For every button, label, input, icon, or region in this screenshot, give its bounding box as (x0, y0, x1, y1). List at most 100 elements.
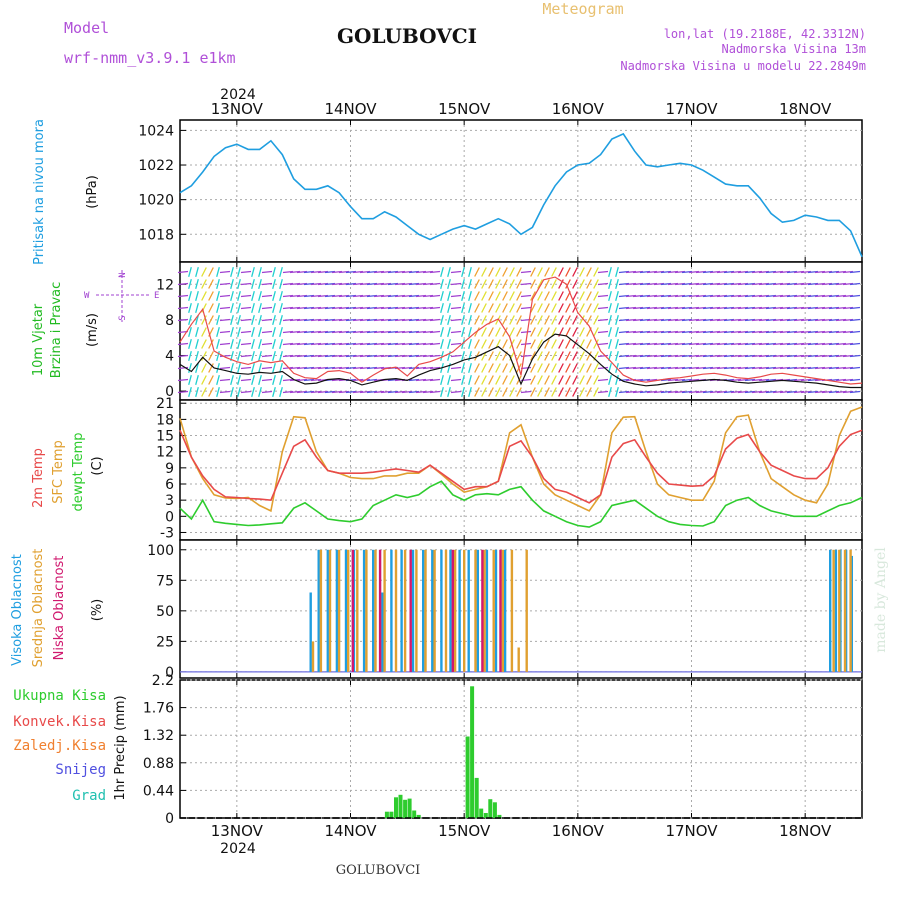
wind-barb (258, 315, 262, 325)
wind-barb (289, 270, 301, 274)
wind-barb (639, 294, 651, 298)
wind-barb (730, 342, 742, 346)
lonlat: lon,lat (19.2188E, 42.3312N) (664, 27, 866, 41)
wind-barb (786, 390, 798, 394)
wind-barb (282, 342, 294, 346)
wind-barb (310, 282, 322, 286)
wind-barb (429, 378, 441, 382)
wind-barb (615, 315, 619, 325)
wind-barb (702, 390, 714, 394)
wind-barb (394, 294, 406, 298)
wind-barb (495, 279, 501, 289)
wind-barb (279, 279, 283, 289)
wind-barb (625, 318, 637, 322)
wind-barb (551, 375, 557, 385)
wind-barb (201, 375, 207, 385)
wind-barb (758, 390, 770, 394)
wind-barb (646, 390, 658, 394)
wind-barb (401, 330, 413, 334)
wind-barb (474, 327, 480, 337)
wind-barb (380, 270, 392, 274)
wind-barb (842, 390, 854, 394)
wind-barb (674, 366, 686, 370)
wind-barb (282, 330, 294, 334)
wind-barb (282, 294, 294, 298)
wind-barb (237, 327, 241, 337)
wind-barb (842, 294, 854, 298)
wind-barb (429, 354, 441, 358)
wind-barb (272, 375, 276, 385)
wind-barb (772, 306, 784, 310)
wind-barb (758, 366, 770, 370)
wind-barb (495, 315, 501, 325)
wind-barb (737, 366, 749, 370)
wind-barb (814, 366, 826, 370)
cloud-bar (411, 549, 415, 672)
wind-barb (488, 279, 494, 289)
wind-barb (618, 330, 630, 334)
wind-barb (800, 390, 812, 394)
cloud-bar (501, 549, 504, 672)
wind-barb (468, 279, 472, 289)
wind-barb (586, 279, 592, 289)
wind-barb (394, 390, 406, 394)
wind-barb (530, 387, 536, 397)
wind-barb (394, 330, 406, 334)
wind-barb (415, 354, 427, 358)
wind-barb (481, 303, 487, 313)
precip-ytick-label: 0 (165, 811, 174, 827)
wind-barb (681, 270, 693, 274)
wind-barb (216, 291, 220, 301)
wind-barb (737, 354, 749, 358)
wind-barb (849, 378, 861, 382)
wind-barb (737, 330, 749, 334)
wind-barb (177, 354, 189, 358)
wind-barb (509, 315, 515, 325)
wind-barb (338, 282, 350, 286)
wind-barb (481, 291, 487, 301)
wind-barb (807, 270, 819, 274)
wind-barb (516, 339, 522, 349)
wind-barb (597, 378, 609, 382)
wind-barb (272, 387, 276, 397)
wind-barb (272, 279, 276, 289)
wind-barb (502, 291, 508, 301)
wind-barb (230, 387, 234, 397)
wind-barb (660, 378, 672, 382)
wind-barb (201, 291, 207, 301)
wind-barb (615, 327, 619, 337)
wind-barb (586, 315, 592, 325)
wind-barb (835, 270, 847, 274)
wind-barb (282, 354, 294, 358)
wind-barb (688, 306, 700, 310)
wind-barb (303, 318, 315, 322)
wind-barb (814, 306, 826, 310)
wind-barb (537, 387, 543, 397)
wind-barb (632, 330, 644, 334)
wind-barb (450, 390, 462, 394)
wind-barb (765, 318, 777, 322)
wind-barb (593, 279, 599, 289)
wind-barb (800, 294, 812, 298)
wind-barb (258, 339, 262, 349)
wind-barb (751, 294, 763, 298)
cloud-bar (372, 549, 375, 672)
wind-barb (502, 315, 508, 325)
wind-barb (688, 342, 700, 346)
wind-barb (646, 366, 658, 370)
wind-barb (842, 378, 854, 382)
wind-barb (586, 267, 592, 277)
wind-barb (723, 270, 735, 274)
wind-barb (551, 303, 557, 313)
cloud-ylabel-high: Visoka Oblacnost (10, 554, 25, 666)
wind-barb (394, 306, 406, 310)
cloud-ytick-label: 25 (156, 634, 174, 650)
wind-barb (352, 390, 364, 394)
wind-barb (429, 342, 441, 346)
wind-barb (660, 390, 672, 394)
wind-barb (608, 303, 612, 313)
wind-barb (373, 318, 385, 322)
wind-barb (380, 306, 392, 310)
wind-barb (660, 330, 672, 334)
wind-barb (751, 354, 763, 358)
